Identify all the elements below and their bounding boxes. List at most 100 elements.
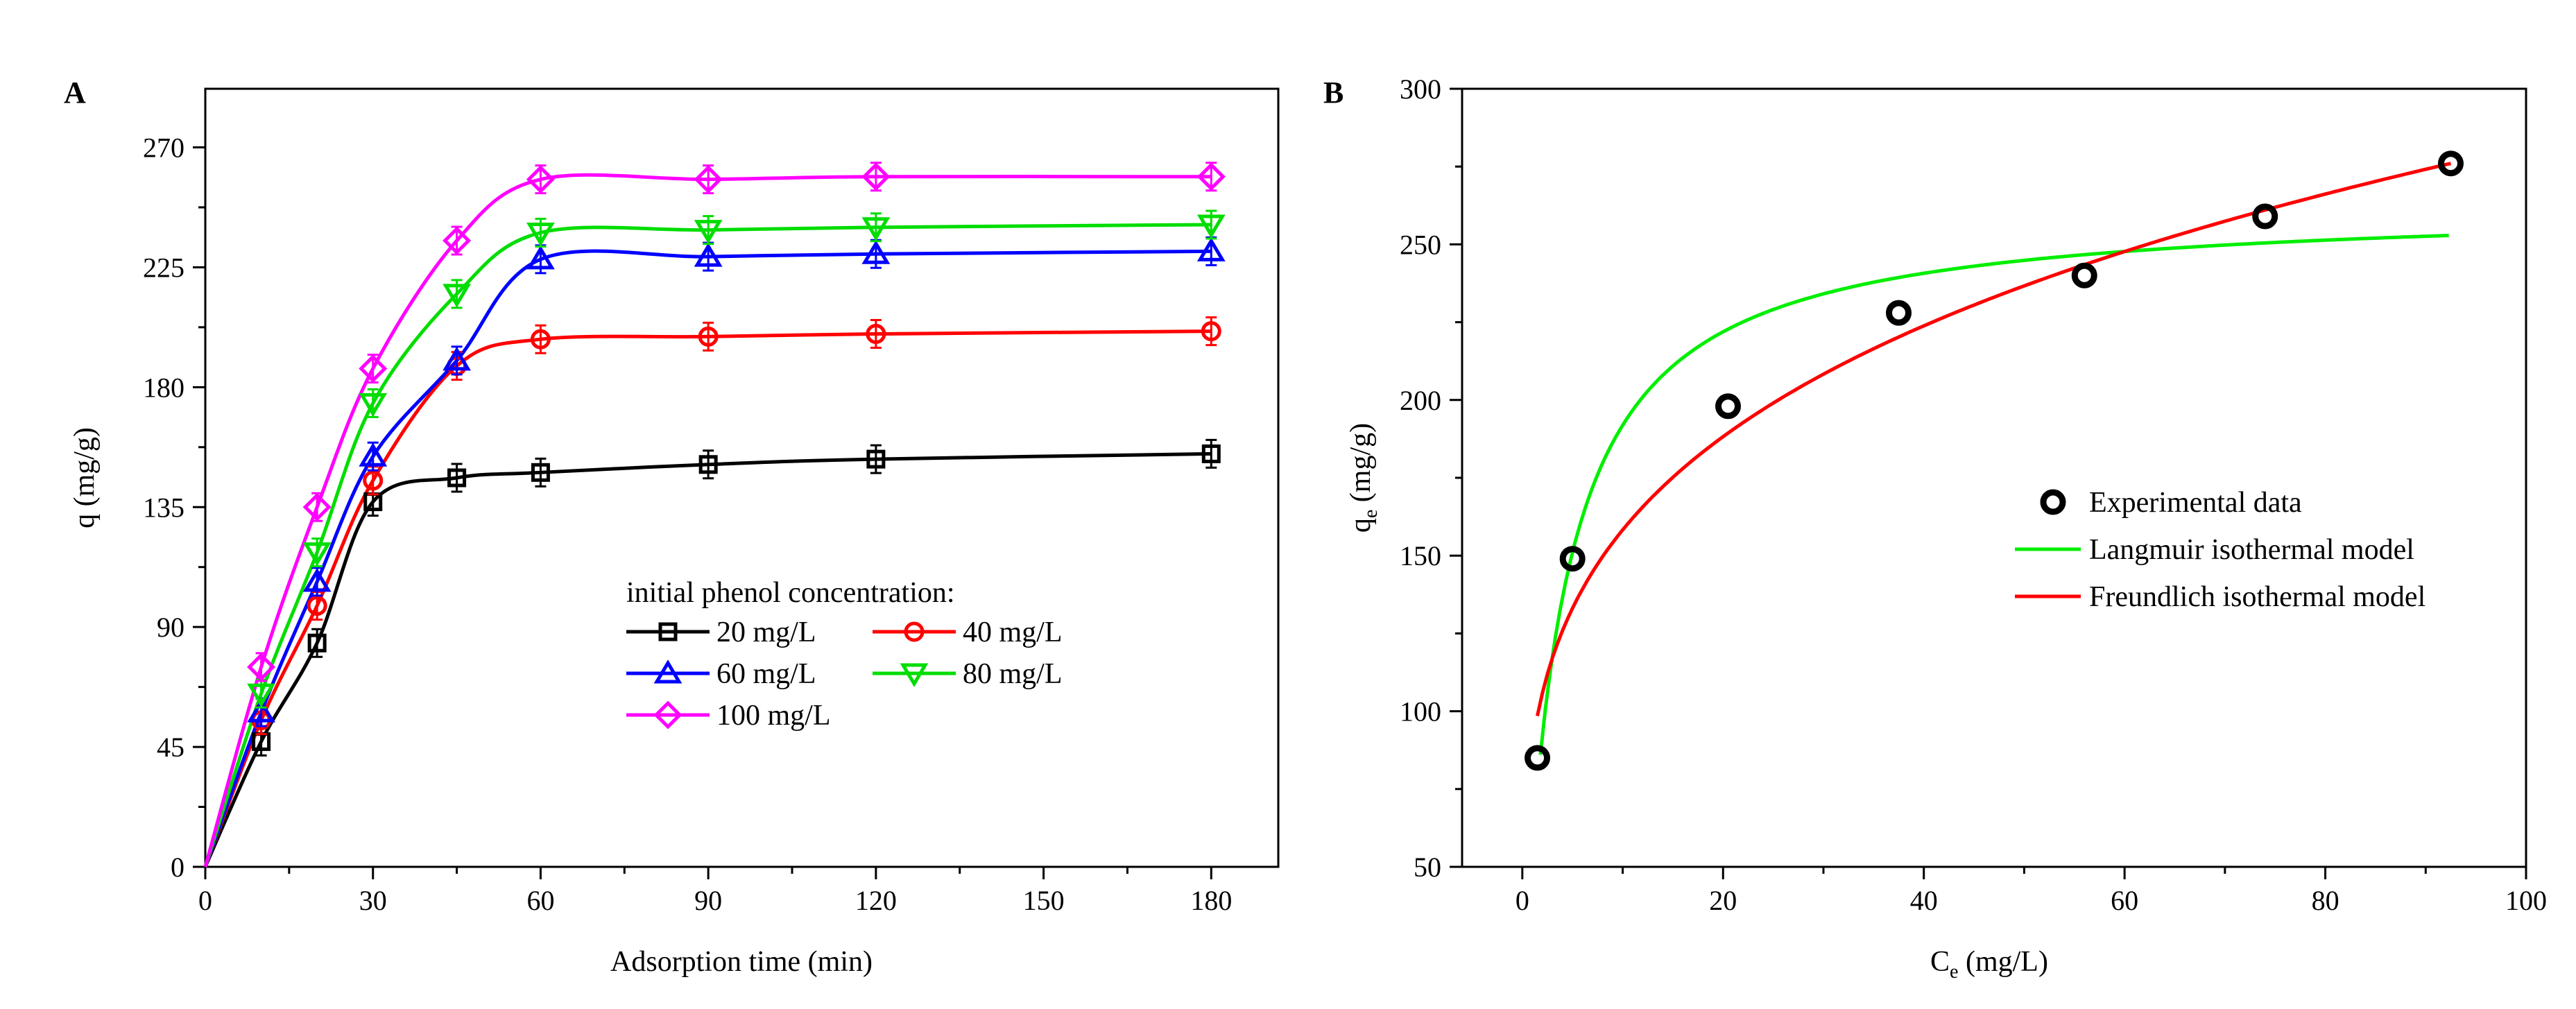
panel-a-legend-label: 20 mg/L — [716, 616, 816, 648]
panel-a-legend-marker — [653, 700, 682, 730]
panel-a-series-line — [203, 223, 1212, 868]
panel-b-legend: Experimental data Langmuir isothermal mod… — [2015, 487, 2425, 613]
panel-a-legend-label: 40 mg/L — [963, 616, 1063, 648]
panel-b-experimental-point — [1715, 393, 1741, 420]
panel-a-point — [247, 683, 275, 708]
panel-a-x-tick-label: 120 — [855, 885, 897, 916]
panel-a-y-tick-label: 225 — [143, 252, 184, 283]
panel-a-point — [302, 542, 332, 567]
panel-a-legend-marker — [900, 663, 929, 687]
panel-a-letter: A — [64, 76, 86, 110]
panel-a-point — [1196, 237, 1226, 261]
panel-a-point — [866, 324, 886, 345]
panel-a-x-axis-title: Adsorption time (min) — [610, 946, 873, 978]
panel-a-point — [861, 240, 891, 264]
panel-a-series-line — [203, 451, 1212, 868]
panel-a-series-line — [203, 173, 1212, 868]
panel-a-point — [307, 633, 327, 653]
panel-b-freundlich-curve — [1536, 162, 2452, 716]
panel-b-y-tick-label: 200 — [1400, 385, 1441, 416]
panel-b-legend-label-freundlich: Freundlich isothermal model — [2089, 581, 2425, 613]
panel-a-legend-marker — [904, 621, 925, 642]
panel-a-curves — [203, 173, 1212, 868]
panel-a-y-tick-label: 0 — [171, 852, 184, 883]
panel-b-x-axis-title: Ce (mg/L) — [1930, 946, 2048, 983]
panel-a-x-tick-label: 90 — [694, 885, 722, 916]
panel-a-x-tick-label: 30 — [359, 885, 387, 916]
panel-b-y-tick-label: 50 — [1414, 852, 1441, 883]
panel-b-y-tick-label: 250 — [1400, 229, 1441, 260]
panel-a-point — [1196, 214, 1226, 239]
panel-b-experimental-point — [2071, 262, 2097, 288]
panel-a-y-tick-label: 45 — [157, 732, 184, 763]
panel-a-y-axis-title: q (mg/g) — [69, 427, 101, 528]
panel-a-ticks: 0 30 60 90 120 150 180 0 45 90 135 180 225 270 — [143, 132, 1232, 916]
panel-b-letter: B — [1323, 76, 1343, 110]
panel-b-legend-marker-experimental — [2040, 489, 2066, 515]
panel-b-legend-label-experimental: Experimental data — [2089, 487, 2302, 519]
panel-a-y-tick-label: 90 — [157, 612, 184, 643]
panel-b-x-tick-label: 60 — [2111, 885, 2138, 916]
panel-a-y-tick-label: 180 — [143, 372, 184, 403]
panel-a-point — [443, 347, 471, 371]
panel-b-x-tick-label: 80 — [2312, 885, 2339, 916]
panel-a-point — [866, 449, 886, 469]
panel-a-x-tick-label: 60 — [526, 885, 554, 916]
panel-a-legend-label: 100 mg/L — [716, 700, 831, 732]
panel-a-legend-label: 80 mg/L — [963, 658, 1063, 690]
panel-b-y-axis-title: qe (mg/g) — [1345, 423, 1382, 533]
panel-a-point — [359, 354, 388, 383]
panel-a-markers — [247, 162, 1226, 757]
panel-a-x-tick-label: 180 — [1190, 885, 1232, 916]
panel-a-point — [694, 243, 723, 267]
panel-a-point — [694, 165, 723, 194]
panel-a-y-tick-label: 270 — [143, 132, 184, 164]
panel-a-point — [526, 245, 555, 270]
panel-a-point — [1201, 444, 1221, 463]
panel-a-point — [531, 463, 550, 482]
panel-a-x-tick-label: 150 — [1023, 885, 1065, 916]
panel-a-point — [307, 595, 327, 616]
panel-b-experimental-point — [1525, 745, 1551, 771]
panel-b-x-tick-label: 20 — [1709, 885, 1737, 916]
panel-a-point — [861, 162, 891, 191]
panel-a-legend-marker — [653, 659, 682, 684]
panel-b-x-tick-label: 40 — [1910, 885, 1938, 916]
panel-a-legend-marker — [658, 622, 678, 641]
panel-b-x-tick-label: 100 — [2505, 885, 2547, 916]
panel-a-legend-title: initial phenol concentration: — [626, 577, 955, 609]
panel-b-experimental-point — [1559, 546, 1586, 572]
panel-a-plot-frame — [204, 87, 1280, 868]
panel-a-point — [694, 220, 723, 244]
panel-b-ticks: 0 20 40 60 80 100 50 100 150 200 250 300 — [1400, 74, 2547, 916]
panel-a-point — [359, 393, 388, 417]
panel-b-y-tick-label: 300 — [1400, 74, 1441, 105]
panel-a-point — [247, 698, 275, 723]
panel-a-legend: 20 mg/L 40 mg/L 60 mg/L 80 mg/L 100 mg/L — [626, 616, 1063, 732]
panel-a-point — [526, 222, 555, 247]
panel-a-point — [443, 226, 472, 255]
panel-b-experimental-point — [2437, 150, 2464, 177]
panel-b-experimental-point — [1886, 300, 1912, 326]
panel-a-point — [359, 442, 388, 467]
panel-b-plot-frame — [1461, 87, 2527, 868]
panel-b-x-tick-label: 0 — [1515, 885, 1529, 916]
panel-b-legend-label-langmuir: Langmuir isothermal model — [2089, 534, 2414, 566]
panel-b: B 0 20 40 60 80 100 50 100 150 200 250 300 Ce (mg/L… — [1323, 74, 2547, 983]
panel-a-x-tick-label: 0 — [198, 885, 212, 916]
panel-a-point — [363, 470, 384, 491]
panel-a-point — [1196, 162, 1226, 191]
panel-a-point — [698, 455, 718, 474]
panel-b-y-tick-label: 100 — [1400, 696, 1441, 727]
panel-b-experimental-point — [2252, 203, 2278, 230]
panel-a: A 0 30 60 90 120 150 180 0 45 90 135 180 225 270 Adso… — [64, 76, 1280, 978]
panel-b-markers — [1525, 150, 2464, 771]
panel-b-langmuir-curve — [1538, 234, 2449, 755]
panel-a-legend-label: 60 mg/L — [716, 658, 816, 690]
panel-a-point — [247, 653, 276, 682]
panel-a-point — [447, 468, 467, 488]
panel-a-point — [861, 217, 891, 241]
panel-a-point — [530, 329, 551, 350]
panel-a-y-tick-label: 135 — [143, 492, 184, 523]
